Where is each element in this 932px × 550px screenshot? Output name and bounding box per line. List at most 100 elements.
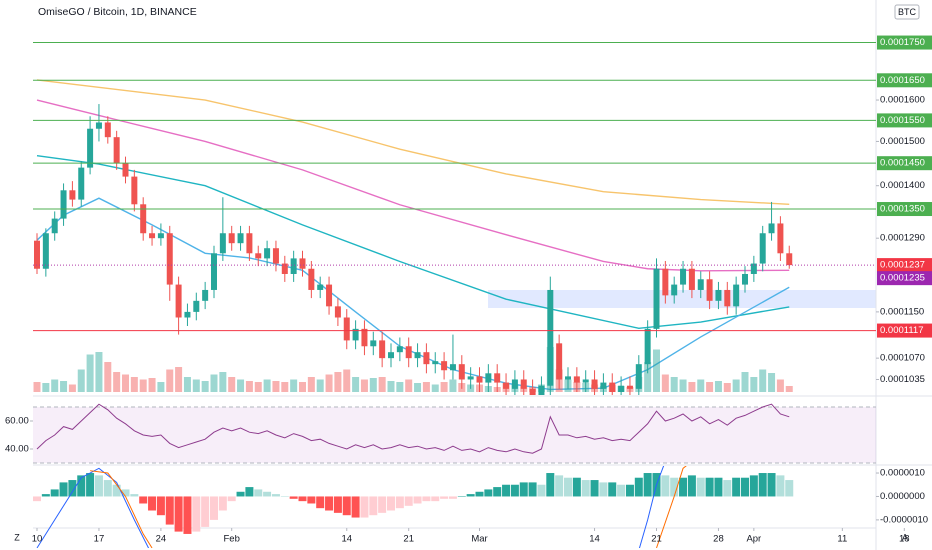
macd-bar (625, 484, 634, 497)
volume-bar (414, 383, 422, 392)
macd-bar (776, 475, 785, 497)
level-label: 0.0001750 (880, 37, 925, 48)
volume-bar (104, 362, 112, 392)
macd-bar (687, 475, 696, 497)
level-label-box (877, 73, 932, 88)
candle-body (255, 253, 262, 259)
candle-body (211, 253, 217, 290)
candle-body (202, 289, 209, 301)
candle-body (69, 190, 76, 200)
volume-bar (316, 379, 324, 392)
level-label-box (877, 156, 932, 171)
candle-body (78, 167, 85, 200)
moving-average (36, 197, 790, 391)
macd-bar (183, 496, 192, 534)
plot-layer: 0.0001600 0.0001500 0.0001400 0.0001290 0.00… (5, 35, 932, 548)
candle-body (715, 289, 722, 301)
candle-body (352, 328, 359, 341)
rsi-tick-label: 40.00 (5, 444, 29, 455)
x-tick-label: 10 (32, 534, 43, 545)
macd-bar (643, 473, 652, 497)
macd-bar (422, 496, 431, 502)
macd-bar (121, 489, 130, 497)
macd-bar (139, 496, 148, 504)
macd-bar (448, 496, 457, 499)
macd-bar (723, 480, 732, 497)
macd-bar (254, 489, 263, 497)
zone-drawing[interactable] (488, 290, 876, 308)
candle-body (157, 233, 164, 239)
volume-bar (95, 352, 103, 392)
volume-bar (272, 381, 280, 392)
macd-bar (369, 496, 378, 516)
volume-bar (750, 377, 758, 392)
y-tick-label: 0.0001070 (880, 353, 925, 364)
macd-tick-label: 0.0000000 (880, 491, 925, 502)
volume-bar (706, 382, 714, 392)
x-tick-label: Feb (224, 534, 240, 545)
volume-bar (290, 379, 298, 392)
macd-bar (236, 491, 245, 497)
candle-body (308, 268, 315, 290)
candle-body (42, 233, 49, 269)
volume-bar (325, 374, 333, 392)
candle-body (149, 233, 156, 239)
corner-button[interactable]: Z (14, 532, 20, 542)
macd-bar (156, 496, 165, 516)
macd-bar (466, 494, 475, 497)
rsi-tick-label: 60.00 (5, 416, 29, 427)
marker-box (877, 271, 932, 286)
volume-bar (723, 383, 731, 392)
currency-button[interactable] (894, 4, 920, 20)
macd-bar (546, 473, 555, 497)
level-label: 0.0001650 (880, 75, 925, 86)
y-tick-label: 0.0001500 (880, 136, 925, 147)
macd-bar (413, 496, 422, 504)
macd-tick-label: 0.0000010 (880, 468, 925, 479)
macd-bar (271, 494, 280, 497)
level-label: 0.0001350 (880, 204, 925, 215)
macd-bar (165, 496, 174, 525)
candle-body (644, 328, 651, 365)
volume-bar (396, 382, 404, 392)
volume-bar (175, 367, 183, 392)
candle-body (246, 233, 253, 254)
volume-bar (422, 382, 430, 392)
corner-button[interactable]: A (902, 532, 908, 542)
candle-body (166, 233, 173, 285)
volume-bar (697, 379, 705, 392)
macd-bar (537, 484, 546, 497)
macd-bar (50, 489, 59, 497)
macd-line (36, 467, 150, 548)
macd-line (90, 470, 153, 548)
candle-body (582, 379, 589, 383)
macd-bar (68, 480, 77, 497)
macd-bar (519, 482, 528, 497)
volume-bar (68, 384, 76, 392)
volume-bar (228, 377, 236, 392)
level-label: 0.0001550 (880, 115, 925, 126)
rsi-line (36, 403, 790, 454)
macd-bar (333, 496, 342, 513)
volume-bar (387, 381, 395, 392)
candle-body (458, 364, 465, 380)
volume-bar (378, 377, 386, 392)
candle-body (449, 364, 456, 371)
volume-bar (759, 369, 767, 392)
volume-bar (113, 372, 121, 392)
candle-body (618, 385, 625, 392)
volume-bar (449, 379, 457, 392)
volume-bar (741, 372, 749, 392)
volume-bar (334, 372, 342, 392)
macd-bar (475, 491, 484, 497)
macd-bar (440, 496, 449, 499)
macd-bar (378, 496, 387, 513)
candle-body (706, 279, 713, 301)
marker-label: 0.0001235 (880, 273, 925, 284)
candle-body (34, 240, 40, 269)
volume-bar (183, 377, 191, 392)
macd-bar (245, 487, 254, 497)
volume-bar (157, 382, 165, 392)
